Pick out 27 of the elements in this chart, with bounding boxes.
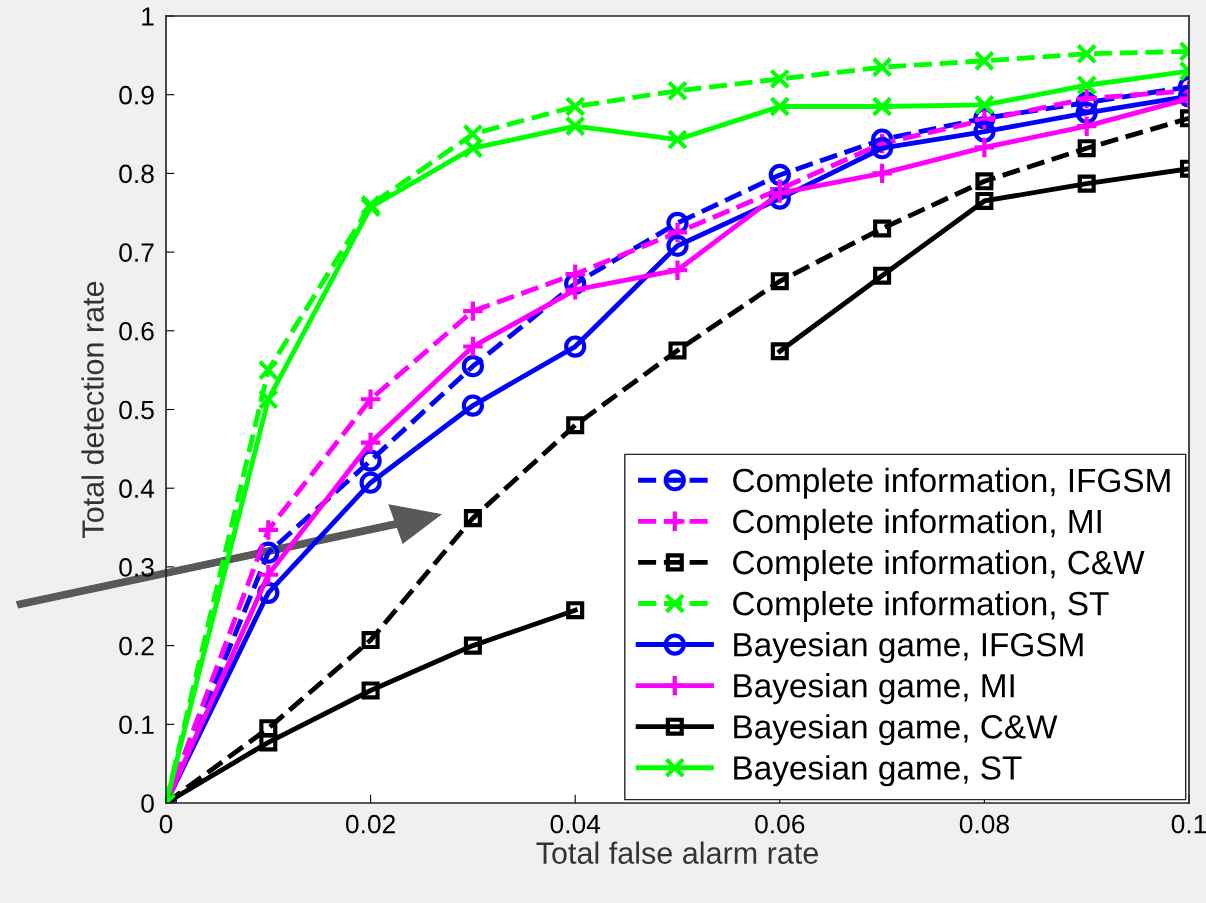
x-axis-title: Total false alarm rate [536,841,818,864]
y-tick-label: 0.2 [119,636,154,656]
x-tick-label: 0 [159,814,173,834]
x-tick-label: 0.02 [345,814,395,834]
legend-label: Bayesian game, C&W [734,714,1058,746]
y-tick-label: 0.5 [119,400,154,420]
legend-label: Complete information, ST [733,590,1109,623]
x-tick-label: 0.06 [755,814,805,834]
x-tick-label: 0.08 [959,814,1009,834]
x-tick-label: 0.1 [1171,814,1206,834]
legend-label: Bayesian game, IFGSM [734,632,1083,664]
y-tick-label: 0.3 [119,558,154,577]
y-tick-label: 0.6 [119,321,154,341]
y-tick-label: 0.7 [119,243,154,262]
y-tick-label: 0 [141,794,154,813]
y-tick-label: 0.8 [119,164,154,184]
y-tick-label: 0.9 [119,85,154,105]
legend-label: Bayesian game, ST [734,755,1022,787]
y-tick-label: 0.1 [119,715,154,735]
legend-label: Complete information, MI [733,508,1101,540]
x-tick-label: 0.04 [550,814,601,834]
y-axis-title: Total detection rate [81,281,104,538]
legend-label: Bayesian game, MI [734,673,1014,705]
y-tick-label: 1 [142,7,154,26]
y-tick-label: 0.4 [119,479,155,499]
legend-label: Complete information, IFGSM [733,467,1170,499]
legend-label: Complete information, C&W [733,549,1145,581]
